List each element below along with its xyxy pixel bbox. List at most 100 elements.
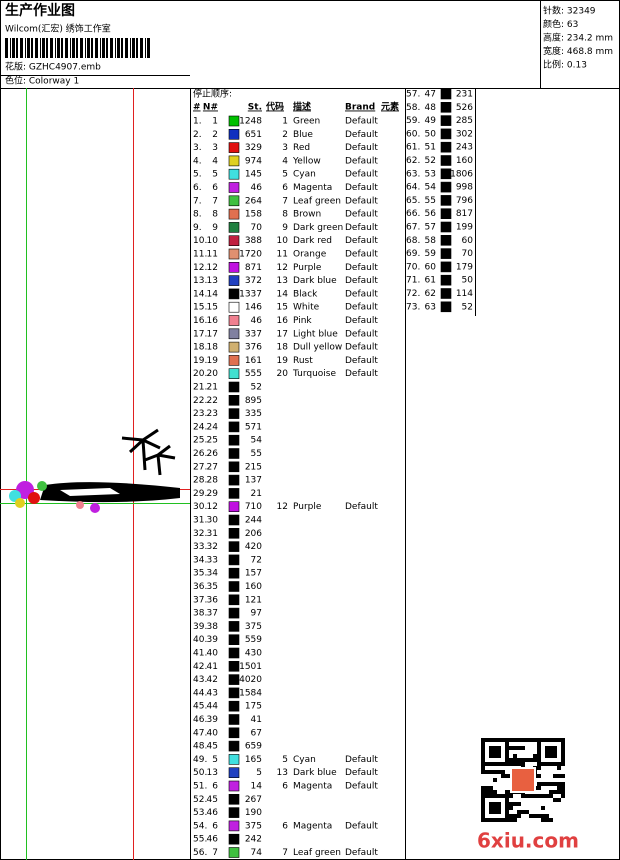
code: 9 bbox=[282, 223, 288, 233]
qr-module bbox=[537, 766, 541, 770]
color-swatch bbox=[440, 301, 452, 313]
stitches: 420 bbox=[245, 542, 262, 552]
qr-module bbox=[481, 738, 485, 742]
needle: 30 bbox=[207, 516, 219, 526]
needle: 11 bbox=[207, 250, 218, 260]
qr-module bbox=[525, 758, 529, 762]
color-swatch bbox=[228, 275, 240, 286]
qr-module bbox=[541, 738, 545, 742]
description: Rust bbox=[293, 356, 313, 366]
color-swatch bbox=[228, 474, 240, 486]
needle: 1 bbox=[212, 117, 218, 127]
code: 20 bbox=[277, 369, 289, 379]
color-swatch bbox=[228, 807, 240, 818]
qr-module bbox=[537, 774, 541, 778]
brand: Default bbox=[345, 276, 378, 286]
needle: 36 bbox=[207, 595, 219, 605]
needle: 40 bbox=[207, 728, 219, 738]
code: 8 bbox=[282, 210, 288, 220]
qr-module bbox=[489, 754, 493, 758]
row-index: 50. bbox=[193, 768, 207, 778]
needle: 39 bbox=[207, 635, 219, 645]
qr-module bbox=[525, 738, 529, 742]
color-swatch bbox=[228, 488, 240, 499]
color-swatch bbox=[440, 288, 452, 299]
stitches: 375 bbox=[245, 821, 262, 831]
qr-module bbox=[553, 790, 557, 794]
qr-module bbox=[541, 782, 545, 786]
brand: Default bbox=[345, 170, 378, 180]
color-swatch bbox=[228, 634, 240, 646]
color-swatch bbox=[228, 208, 240, 220]
needle: 42 bbox=[207, 675, 218, 685]
stat: 颜色: 63 bbox=[543, 18, 578, 30]
row-index: 61. bbox=[406, 143, 420, 153]
colorway: 色位: Colorway 1 bbox=[5, 75, 79, 87]
qr-module bbox=[561, 754, 565, 758]
qr-module bbox=[501, 794, 505, 798]
bar bbox=[87, 38, 90, 58]
qr-module bbox=[509, 806, 513, 810]
bar bbox=[61, 38, 63, 58]
description: Green bbox=[293, 117, 320, 127]
stitches: 796 bbox=[456, 196, 473, 206]
title: 生产作业图 bbox=[5, 2, 75, 19]
row-index: 47. bbox=[193, 728, 207, 738]
stitches: 160 bbox=[456, 156, 473, 166]
qr-module bbox=[537, 754, 541, 758]
qr-module bbox=[489, 810, 493, 814]
color-swatch bbox=[440, 155, 452, 166]
needle: 44 bbox=[207, 702, 219, 712]
stitches: 895 bbox=[245, 396, 262, 406]
qr-module bbox=[513, 802, 517, 806]
qr-module bbox=[509, 762, 513, 766]
color-swatch bbox=[228, 461, 240, 473]
qr-module bbox=[485, 770, 489, 774]
qr-module bbox=[545, 794, 549, 798]
qr-module bbox=[553, 762, 557, 766]
qr-module bbox=[545, 762, 549, 766]
row-index: 68. bbox=[406, 236, 420, 246]
qr-module bbox=[537, 794, 541, 798]
row-index: 72. bbox=[406, 289, 420, 299]
qr-module bbox=[489, 762, 493, 766]
bar bbox=[40, 38, 41, 58]
brand: Default bbox=[345, 210, 378, 220]
qr-module bbox=[537, 746, 541, 750]
description: Purple bbox=[293, 263, 322, 273]
needle: 23 bbox=[207, 409, 218, 419]
qr-module bbox=[553, 798, 557, 802]
needle: 6 bbox=[212, 782, 218, 792]
color-swatch bbox=[228, 687, 240, 699]
row-index: 23. bbox=[193, 409, 207, 419]
table-caption: 停止顺序: bbox=[193, 88, 232, 100]
color-swatch bbox=[440, 88, 452, 100]
description: Dark red bbox=[293, 236, 332, 246]
color-swatch bbox=[440, 195, 452, 206]
description: Purple bbox=[293, 502, 322, 512]
brand: Default bbox=[345, 303, 378, 313]
brand: Default bbox=[345, 263, 378, 273]
qr-module bbox=[497, 750, 501, 754]
color-swatch bbox=[228, 195, 240, 207]
description: Leaf green bbox=[293, 196, 341, 206]
color-swatch bbox=[228, 754, 240, 765]
stat: 比例: 0.13 bbox=[543, 59, 587, 71]
stitches: 54 bbox=[251, 436, 263, 446]
stitches: 388 bbox=[245, 236, 262, 246]
qr-module bbox=[541, 794, 545, 798]
code: 4 bbox=[282, 156, 288, 166]
qr-module bbox=[509, 818, 513, 822]
stitches: 21 bbox=[251, 489, 262, 499]
qr-module bbox=[497, 818, 501, 822]
needle: 62 bbox=[425, 289, 436, 299]
description: Orange bbox=[293, 250, 327, 260]
color-swatch bbox=[228, 368, 240, 380]
design-preview bbox=[9, 428, 180, 513]
qr-logo bbox=[510, 767, 536, 793]
brand: Default bbox=[345, 236, 378, 246]
bar bbox=[110, 38, 113, 58]
bar bbox=[130, 38, 131, 58]
color-swatch bbox=[228, 142, 240, 153]
bar bbox=[117, 38, 120, 58]
